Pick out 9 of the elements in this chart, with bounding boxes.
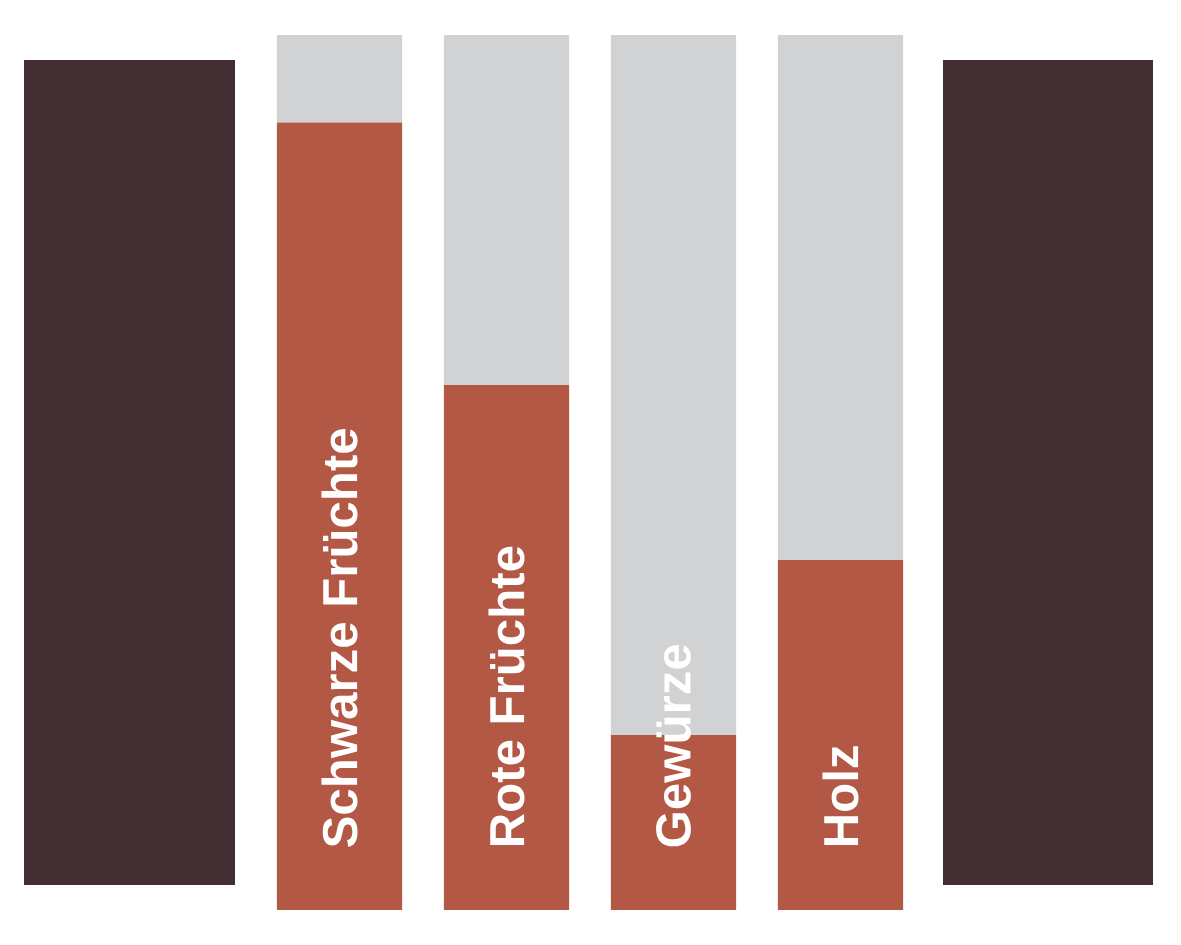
bar bbox=[443, 34, 570, 385]
bar bbox=[276, 122, 403, 910]
x-tick-label: Schwarze Früchte bbox=[321, 429, 358, 847]
bar bbox=[443, 384, 570, 910]
bar bbox=[777, 559, 904, 910]
x-tick-label: Rote Früchte bbox=[488, 546, 525, 846]
bar bbox=[276, 34, 403, 123]
bar bbox=[777, 34, 904, 560]
x-tick-label: Holz bbox=[822, 746, 859, 846]
